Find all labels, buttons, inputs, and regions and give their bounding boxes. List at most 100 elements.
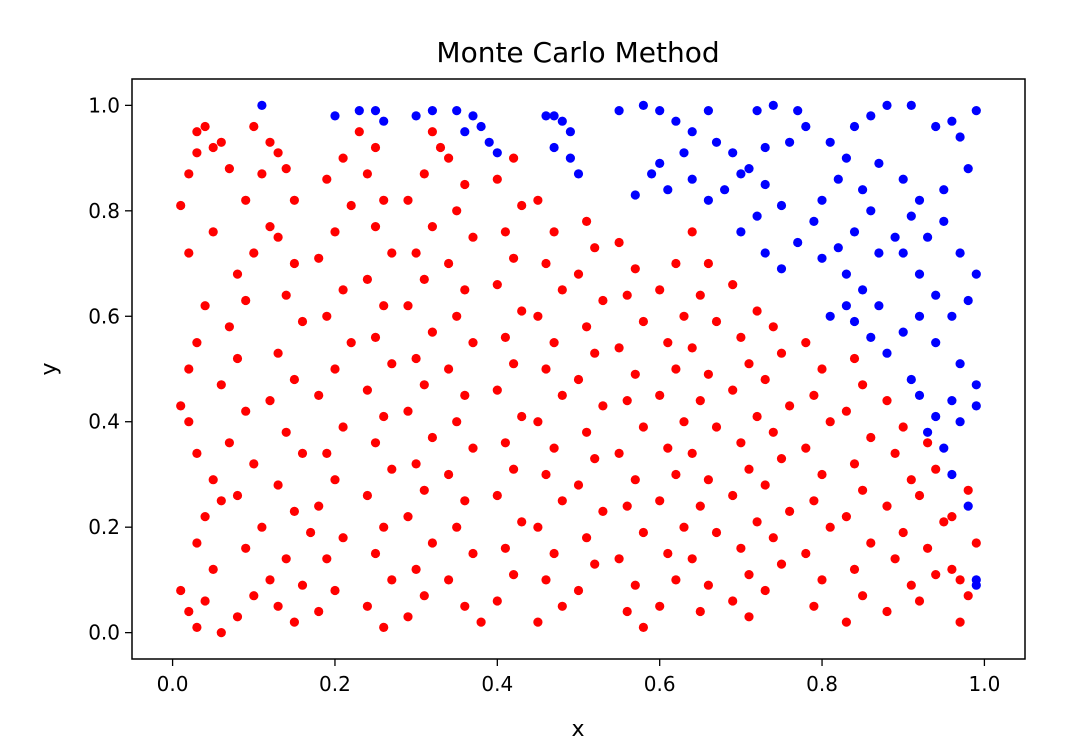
scatter-point — [452, 106, 462, 116]
scatter-point — [492, 385, 502, 395]
scatter-point — [655, 158, 665, 168]
scatter-point — [281, 164, 291, 174]
y-tick-label: 1.0 — [88, 93, 120, 117]
x-tick-label: 1.0 — [969, 672, 1001, 696]
y-tick-label: 0.8 — [88, 199, 120, 223]
scatter-point — [898, 327, 908, 337]
scatter-point — [379, 195, 389, 205]
scatter-point — [232, 490, 243, 501]
scatter-point — [833, 174, 843, 184]
scatter-point — [289, 195, 299, 205]
scatter-point — [687, 554, 697, 564]
scatter-point — [939, 216, 949, 226]
scatter-point — [192, 448, 202, 458]
scatter-point — [184, 169, 194, 179]
scatter-point — [582, 322, 592, 332]
scatter-point — [281, 554, 291, 564]
scatter-point — [460, 179, 470, 190]
scatter-point — [793, 237, 803, 248]
scatter-point — [590, 559, 600, 569]
scatter-point — [590, 243, 600, 253]
scatter-point — [947, 396, 957, 406]
scatter-point — [192, 622, 202, 633]
scatter-point — [647, 169, 657, 179]
scatter-point — [281, 427, 291, 437]
scatter-point — [638, 527, 649, 538]
scatter-point — [776, 559, 787, 569]
scatter-point — [427, 327, 437, 337]
scatter-point — [273, 480, 283, 490]
scatter-point — [176, 585, 186, 596]
scatter-point — [314, 606, 324, 617]
scatter-point — [427, 432, 437, 443]
scatter-point — [931, 411, 941, 422]
scatter-point — [703, 106, 714, 116]
scatter-point — [914, 490, 925, 501]
scatter-point — [452, 522, 462, 532]
scatter-point — [939, 185, 949, 195]
scatter-point — [549, 548, 559, 559]
scatter-point — [460, 285, 470, 295]
scatter-point — [687, 448, 697, 458]
scatter-point — [874, 158, 884, 168]
scatter-point — [898, 422, 908, 432]
scatter-point — [817, 195, 827, 205]
scatter-point — [362, 490, 372, 501]
scatter-point — [655, 106, 665, 116]
scatter-point — [923, 438, 933, 448]
scatter-point — [289, 506, 299, 516]
scatter-point — [241, 406, 251, 416]
scatter-point — [598, 295, 608, 306]
scatter-point — [224, 322, 234, 332]
scatter-point — [370, 548, 381, 559]
scatter-point — [736, 169, 746, 179]
scatter-point — [241, 543, 251, 553]
scatter-point — [460, 496, 470, 506]
scatter-point — [346, 200, 356, 211]
scatter-point — [849, 353, 860, 364]
scatter-point — [931, 290, 941, 300]
scatter-point — [890, 554, 900, 564]
scatter-point — [939, 517, 949, 527]
scatter-point — [322, 448, 332, 458]
scatter-point — [744, 570, 754, 580]
scatter-point — [671, 469, 681, 480]
scatter-point — [858, 285, 868, 295]
scatter-point — [257, 522, 267, 532]
scatter-point — [785, 137, 795, 147]
scatter-point — [419, 485, 429, 495]
scatter-point — [914, 390, 925, 400]
scatter-point — [728, 280, 738, 290]
scatter-point — [297, 448, 308, 458]
scatter-point — [541, 111, 551, 121]
scatter-point — [671, 258, 681, 269]
scatter-point — [638, 622, 649, 633]
scatter-point — [931, 121, 941, 132]
scatter-point — [663, 443, 673, 453]
y-axis-ticks: 0.0 0.2 0.4 0.6 0.8 1.0 — [88, 93, 132, 645]
scatter-point — [695, 290, 705, 300]
scatter-point — [776, 200, 787, 211]
scatter-point — [841, 617, 852, 627]
scatter-point — [419, 274, 429, 284]
chart-title: Monte Carlo Method — [436, 36, 719, 69]
scatter-point — [671, 364, 681, 374]
scatter-point — [208, 475, 218, 485]
scatter-point — [338, 285, 348, 295]
scatter-point — [216, 628, 226, 638]
scatter-point — [825, 417, 835, 427]
x-tick-label: 0.0 — [157, 672, 189, 696]
scatter-point — [614, 237, 624, 248]
scatter-point — [931, 570, 941, 580]
scatter-point — [541, 575, 551, 585]
scatter-point — [306, 527, 316, 538]
scatter-point — [411, 353, 421, 364]
scatter-point — [232, 353, 243, 364]
scatter-point — [419, 380, 429, 390]
scatter-point — [289, 258, 299, 269]
scatter-point — [622, 396, 632, 406]
scatter-point — [955, 417, 965, 427]
scatter-point — [557, 390, 567, 400]
scatter-point — [736, 438, 746, 448]
scatter-point — [192, 127, 202, 137]
